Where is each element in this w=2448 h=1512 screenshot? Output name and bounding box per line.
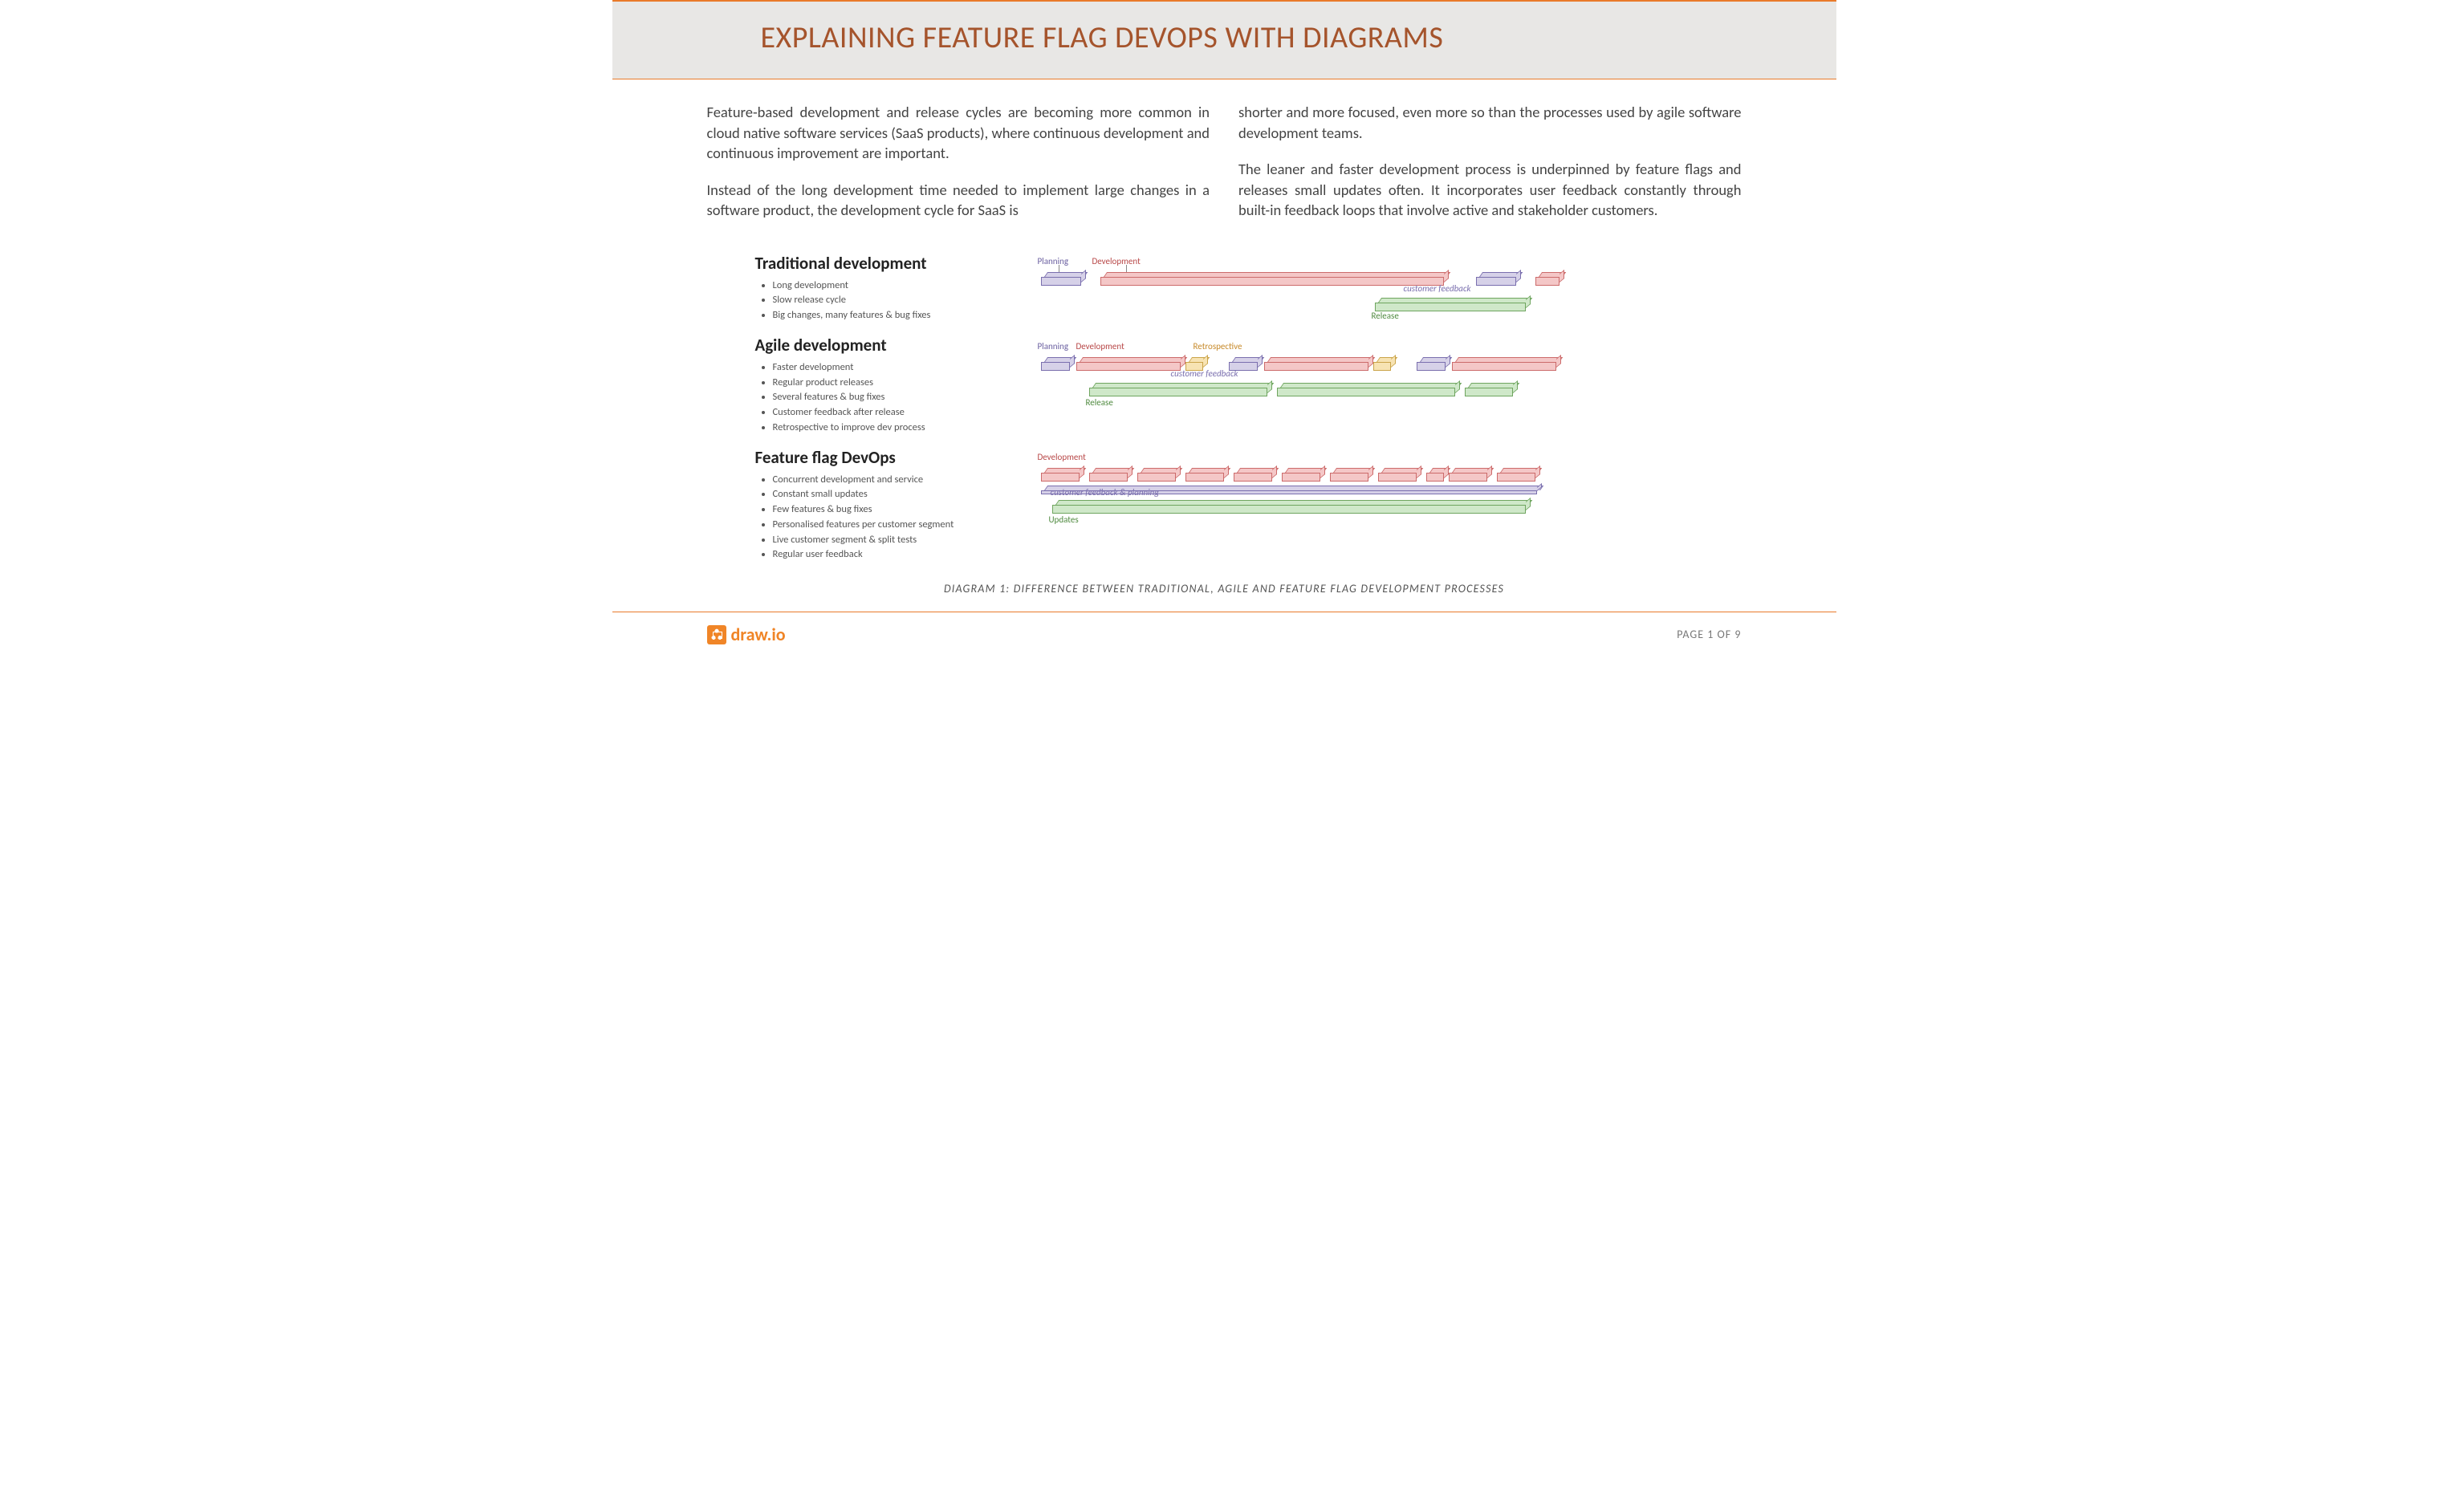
- page-number: PAGE 1 OF 9: [1677, 628, 1741, 641]
- planning-bar: [1041, 357, 1076, 372]
- development-bar: [1041, 468, 1086, 482]
- timeline-label: Retrospective: [1194, 341, 1242, 352]
- bullet-list: Long developmentSlow release cycleBig ch…: [755, 278, 998, 323]
- bullet-item: Several features & bug fixes: [773, 390, 998, 405]
- timeline: Planning Development customer feedback Rele…: [1014, 253, 1694, 319]
- section-heading: Feature flag DevOps: [755, 447, 998, 468]
- bullet-item: Customer feedback after release: [773, 405, 998, 421]
- left-column: Feature-based development and release cy…: [707, 102, 1210, 237]
- development-bar: [1452, 357, 1563, 372]
- development-bar: [1378, 468, 1423, 482]
- timeline-label: customer feedback & planning: [1051, 487, 1160, 498]
- bullet-item: Big changes, many features & bug fixes: [773, 308, 998, 323]
- brand-logo: draw.io: [707, 624, 786, 645]
- timeline-label: Planning: [1038, 341, 1069, 352]
- timeline: Planning Development Retrospective customer…: [1014, 335, 1694, 412]
- text-columns: Feature-based development and release cy…: [707, 102, 1742, 237]
- bullet-item: Live customer segment & split tests: [773, 533, 998, 548]
- planning-bar: [1417, 357, 1452, 372]
- footer: draw.io PAGE 1 OF 9: [612, 612, 1836, 660]
- timeline-label: customer feedback: [1404, 283, 1471, 294]
- section-description: Feature flag DevOps Concurrent developmen…: [755, 447, 1014, 563]
- bullet-item: Long development: [773, 278, 998, 294]
- retro-bar: [1373, 357, 1397, 372]
- development-bar: [1089, 468, 1134, 482]
- section-heading: Agile development: [755, 335, 998, 356]
- section-heading: Traditional development: [755, 253, 998, 274]
- bullet-item: Personalised features per customer segme…: [773, 518, 998, 533]
- bullet-item: Concurrent development and service: [773, 473, 998, 488]
- development-bar: [1264, 357, 1375, 372]
- release-bar: [1277, 383, 1462, 397]
- paragraph: shorter and more focused, even more so t…: [1238, 102, 1742, 143]
- bullet-item: Slow release cycle: [773, 293, 998, 308]
- paragraph: The leaner and faster development proces…: [1238, 159, 1742, 221]
- bullet-item: Constant small updates: [773, 487, 998, 502]
- page-title: EXPLAINING FEATURE FLAG DEVOPS WITH DIAG…: [612, 19, 1836, 56]
- timeline-label: Release: [1086, 397, 1113, 408]
- timeline: Development customer feedback & planning U…: [1014, 447, 1694, 527]
- bullet-item: Retrospective to improve dev process: [773, 421, 998, 436]
- development-bar: [1100, 272, 1450, 287]
- timeline-label: Development: [1038, 452, 1086, 462]
- development-bar: [1426, 468, 1450, 482]
- bullet-list: Faster developmentRegular product releas…: [755, 360, 998, 436]
- bullet-item: Few features & bug fixes: [773, 502, 998, 518]
- development-bar: [1497, 468, 1542, 482]
- development-bar: [1234, 468, 1279, 482]
- dev-section: Agile development Faster developmentRegul…: [755, 335, 1694, 436]
- bullet-item: Regular product releases: [773, 376, 998, 391]
- section-description: Traditional development Long developmentS…: [755, 253, 1014, 323]
- dev-section: Feature flag DevOps Concurrent developmen…: [755, 447, 1694, 563]
- dev-section: Traditional development Long developmentS…: [755, 253, 1694, 323]
- diagram: Traditional developmentLong developmentS…: [755, 253, 1694, 563]
- timeline-label: Development: [1076, 341, 1124, 352]
- development-bar: [1330, 468, 1375, 482]
- release-bar: [1089, 383, 1274, 397]
- development-bar: [1535, 272, 1566, 287]
- section-description: Agile development Faster developmentRegul…: [755, 335, 1014, 436]
- development-bar: [1137, 468, 1182, 482]
- leader-line: [1126, 265, 1127, 272]
- development-bar: [1449, 468, 1494, 482]
- release-bar: [1465, 383, 1519, 397]
- right-column: shorter and more focused, even more so t…: [1238, 102, 1742, 237]
- content-area: Feature-based development and release cy…: [612, 79, 1836, 612]
- paragraph: Feature-based development and release cy…: [707, 102, 1210, 164]
- development-bar: [1282, 468, 1327, 482]
- diagram-caption: DIAGRAM 1: DIFFERENCE BETWEEN TRADITIONA…: [707, 582, 1742, 595]
- drawio-icon: [707, 625, 726, 644]
- development-bar: [1185, 468, 1230, 482]
- title-band: EXPLAINING FEATURE FLAG DEVOPS WITH DIAG…: [612, 2, 1836, 79]
- release-bar: [1052, 500, 1532, 514]
- document-page: EXPLAINING FEATURE FLAG DEVOPS WITH DIAG…: [612, 0, 1836, 660]
- bullet-item: Faster development: [773, 360, 998, 376]
- planning-bar: [1476, 272, 1523, 287]
- paragraph: Instead of the long development time nee…: [707, 180, 1210, 221]
- bullet-list: Concurrent development and serviceConsta…: [755, 473, 998, 563]
- brand-name: draw.io: [731, 624, 786, 645]
- bullet-item: Regular user feedback: [773, 547, 998, 563]
- timeline-label: Development: [1092, 256, 1141, 266]
- planning-bar: [1041, 272, 1088, 287]
- timeline-label: Release: [1372, 311, 1399, 321]
- timeline-label: customer feedback: [1171, 368, 1238, 379]
- timeline-label: Updates: [1049, 514, 1079, 525]
- timeline-label: Planning: [1038, 256, 1069, 266]
